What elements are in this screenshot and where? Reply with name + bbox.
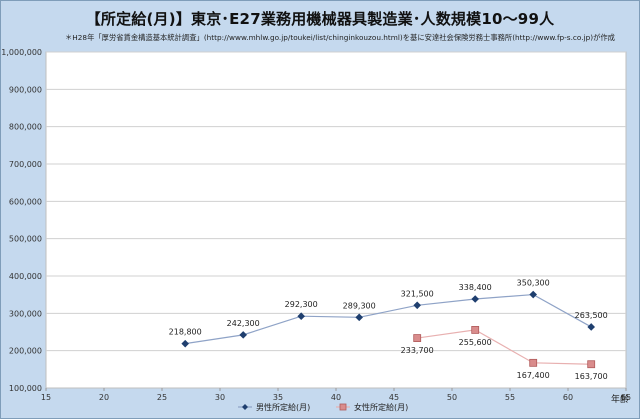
data-label: 263,500 xyxy=(575,311,608,320)
y-tick-label: 600,000 xyxy=(9,197,42,206)
y-tick-label: 700,000 xyxy=(9,160,42,169)
y-tick-label: 800,000 xyxy=(9,123,42,132)
legend-label: 女性所定給(月) xyxy=(354,402,408,412)
x-tick-label: 65 xyxy=(621,393,631,402)
chart-title: 【所定給(月)】東京･E27業務用機械器具製造業･人数規模10～99人 xyxy=(85,10,555,28)
male-data-point xyxy=(471,295,479,303)
y-tick-label: 900,000 xyxy=(9,85,42,94)
y-tick-label: 500,000 xyxy=(9,235,42,244)
x-axis-label: 年齢 xyxy=(611,393,629,405)
x-tick-label: 45 xyxy=(389,393,399,402)
x-tick-label: 25 xyxy=(157,393,167,402)
female-data-point xyxy=(587,360,596,369)
x-tick-label: 35 xyxy=(273,393,283,402)
y-tick-label: 400,000 xyxy=(9,272,42,281)
male-data-point xyxy=(587,323,595,331)
female-data-point xyxy=(413,334,422,342)
data-label: 338,400 xyxy=(459,283,492,292)
female-data-point xyxy=(471,326,480,334)
series-line-0 xyxy=(185,293,592,345)
y-tick-label: 100,000 xyxy=(9,384,42,393)
data-label: 289,300 xyxy=(343,301,376,310)
chart-subtitle: ＊H28年「厚労省賃金構造基本統計調査」(http://www.mhlw.go.… xyxy=(65,33,615,42)
x-tick-label: 30 xyxy=(215,393,225,402)
male-data-point xyxy=(239,331,247,339)
data-label: 321,500 xyxy=(401,289,434,298)
data-label: 255,600 xyxy=(459,338,492,347)
male-data-point xyxy=(181,339,189,348)
x-tick-label: 40 xyxy=(331,393,341,402)
y-tick-label: 1,000,000 xyxy=(1,48,42,57)
x-tick-label: 55 xyxy=(505,393,515,402)
data-label: 218,800 xyxy=(169,328,202,337)
data-label: 163,700 xyxy=(575,372,608,381)
male-data-point xyxy=(297,312,305,321)
x-tick-label: 60 xyxy=(563,393,573,402)
x-tick-label: 20 xyxy=(99,393,109,402)
data-label: 350,300 xyxy=(517,279,550,288)
x-tick-label: 50 xyxy=(447,393,457,402)
male-data-point xyxy=(529,290,537,299)
y-tick-label: 200,000 xyxy=(9,347,42,356)
data-label: 233,700 xyxy=(401,346,434,355)
legend-label: 男性所定給(月) xyxy=(256,402,310,412)
x-tick-label: 15 xyxy=(41,393,51,402)
female-data-point xyxy=(529,358,538,367)
y-tick-label: 300,000 xyxy=(9,309,42,318)
legend-marker-square xyxy=(339,403,347,411)
data-label: 242,300 xyxy=(227,319,260,328)
male-data-point xyxy=(355,313,363,322)
male-data-point xyxy=(413,301,421,310)
plot-area xyxy=(45,51,627,389)
data-label: 292,300 xyxy=(285,300,318,309)
legend-marker-diamond xyxy=(242,404,248,410)
data-label: 167,400 xyxy=(517,371,550,380)
series-line-1 xyxy=(417,329,592,365)
